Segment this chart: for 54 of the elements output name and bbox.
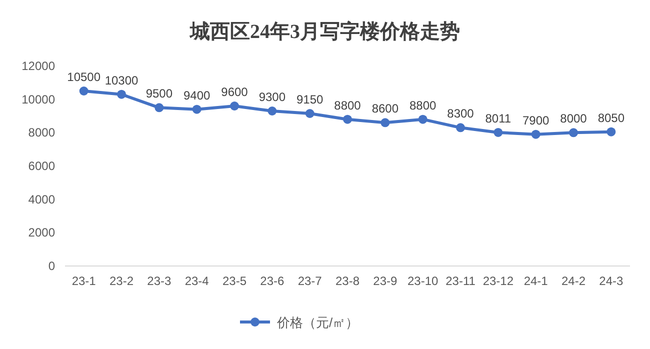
data-label: 10500 (67, 70, 101, 84)
y-tick-label: 8000 (28, 126, 56, 140)
point (117, 90, 126, 99)
data-label: 8800 (409, 98, 437, 112)
x-tick-label: 23-9 (373, 274, 398, 288)
data-label: 8050 (598, 110, 625, 125)
point (418, 114, 428, 124)
x-tick-label: 23-4 (184, 274, 210, 288)
point (268, 106, 277, 116)
data-label: 9600 (221, 85, 248, 99)
data-label: 9300 (258, 90, 286, 104)
x-tick-label: 23-8 (335, 274, 360, 288)
point (456, 123, 465, 132)
y-tick-label: 2000 (28, 226, 56, 240)
y-tick-label: 12000 (22, 59, 56, 73)
data-label: 8011 (485, 111, 512, 126)
x-tick-label: 23-7 (298, 274, 322, 288)
point (494, 128, 503, 137)
data-label: 9150 (296, 92, 324, 106)
point (305, 109, 314, 118)
point (569, 128, 578, 138)
point (192, 104, 202, 114)
x-tick-label: 23-6 (260, 274, 284, 288)
y-tick-label: 6000 (28, 159, 56, 173)
data-label: 10300 (104, 73, 139, 88)
point (343, 114, 352, 124)
x-tick-label: 23-11 (446, 274, 476, 288)
x-tick-label: 24-2 (561, 274, 586, 288)
x-tick-label: 24-1 (524, 274, 548, 288)
x-tick-label: 23-12 (482, 274, 514, 288)
x-tick-label: 23-1 (72, 274, 96, 288)
data-label: 9500 (146, 86, 173, 101)
y-tick-label: 4000 (28, 192, 56, 206)
point (380, 118, 390, 128)
data-label: 7900 (522, 113, 550, 128)
point (79, 86, 88, 96)
x-tick-label: 23-10 (407, 274, 438, 288)
data-label: 9400 (183, 88, 211, 102)
x-tick-label: 23-5 (222, 274, 247, 288)
point (606, 127, 616, 136)
point (154, 103, 164, 112)
point (531, 130, 540, 139)
x-tick-label: 24-3 (599, 274, 624, 288)
y-tick-label: 10000 (22, 92, 56, 106)
y-tick-label: 0 (48, 259, 56, 273)
x-tick-label: 23-2 (109, 274, 134, 288)
chart-title: 城西区24年3月写字楼价格走势 (189, 20, 460, 43)
data-label: 8600 (372, 102, 399, 116)
data-label: 8300 (447, 106, 474, 121)
legend-label: 价格（元/㎡） (276, 315, 359, 330)
x-tick-label: 23-3 (147, 274, 172, 288)
point (230, 102, 239, 110)
data-label: 8800 (334, 98, 362, 112)
data-label: 8000 (560, 112, 588, 126)
